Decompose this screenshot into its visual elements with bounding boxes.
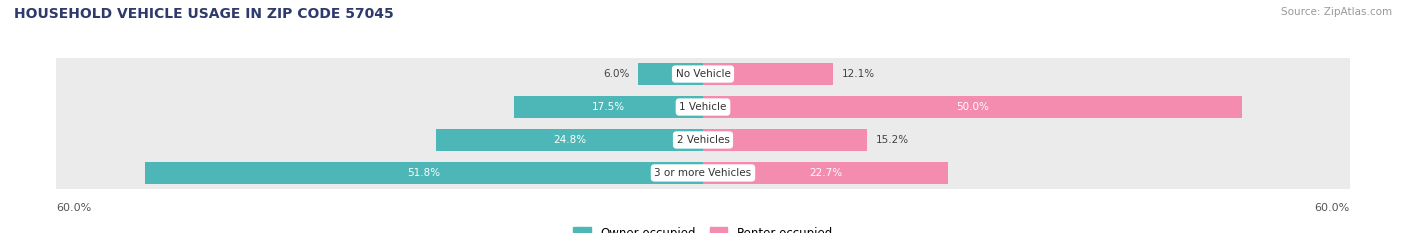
Text: 12.1%: 12.1% (842, 69, 875, 79)
Text: 2 Vehicles: 2 Vehicles (676, 135, 730, 145)
Text: 15.2%: 15.2% (876, 135, 908, 145)
Bar (56, 91, 1350, 123)
Bar (703, 162, 948, 184)
Bar (703, 96, 1241, 118)
Bar (56, 58, 1350, 91)
Text: 1 Vehicle: 1 Vehicle (679, 102, 727, 112)
Bar (703, 129, 868, 151)
Text: 50.0%: 50.0% (956, 102, 988, 112)
Text: 6.0%: 6.0% (603, 69, 630, 79)
Text: Source: ZipAtlas.com: Source: ZipAtlas.com (1281, 7, 1392, 17)
Text: 22.7%: 22.7% (808, 168, 842, 178)
Bar (145, 162, 703, 184)
Bar (703, 63, 834, 85)
Bar (56, 156, 1350, 189)
Text: 60.0%: 60.0% (56, 203, 91, 213)
Text: 17.5%: 17.5% (592, 102, 626, 112)
Bar (638, 63, 703, 85)
Text: HOUSEHOLD VEHICLE USAGE IN ZIP CODE 57045: HOUSEHOLD VEHICLE USAGE IN ZIP CODE 5704… (14, 7, 394, 21)
Bar (56, 123, 1350, 156)
Bar (515, 96, 703, 118)
Text: 51.8%: 51.8% (408, 168, 440, 178)
Text: No Vehicle: No Vehicle (675, 69, 731, 79)
Legend: Owner-occupied, Renter-occupied: Owner-occupied, Renter-occupied (572, 227, 834, 233)
Text: 24.8%: 24.8% (553, 135, 586, 145)
Bar (436, 129, 703, 151)
Text: 3 or more Vehicles: 3 or more Vehicles (654, 168, 752, 178)
Text: 60.0%: 60.0% (1315, 203, 1350, 213)
